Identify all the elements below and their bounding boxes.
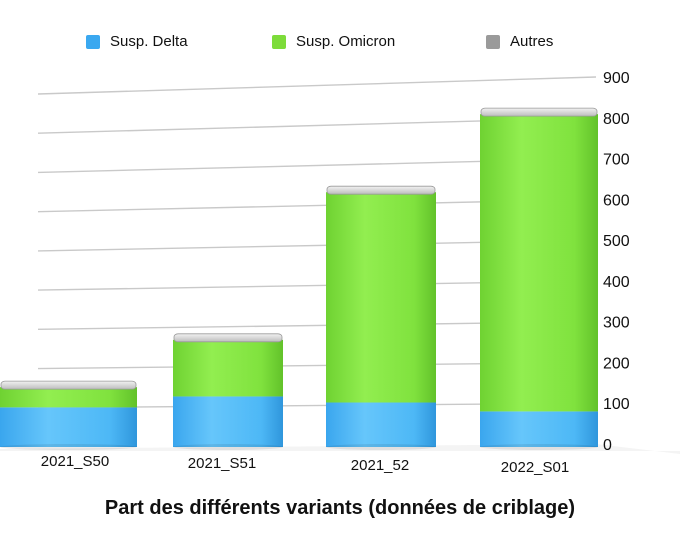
- y-tick-label: 200: [603, 355, 630, 372]
- bar-base-shadow: [173, 444, 283, 450]
- legend-item-delta: Susp. Delta: [86, 33, 188, 50]
- bar-segment-omicron: [0, 387, 137, 408]
- x-tick-label: 2021_S51: [188, 455, 256, 472]
- y-tick-label: 600: [603, 192, 630, 209]
- bar-base-shadow: [326, 444, 436, 450]
- bar-cap: [480, 107, 598, 117]
- y-tick-label: 900: [603, 70, 630, 87]
- bar-cap: [0, 380, 137, 390]
- legend-item-autres: Autres: [486, 33, 553, 50]
- bar-segment-omicron: [326, 192, 436, 403]
- x-tick-label: 2021_S50: [41, 453, 109, 470]
- x-tick-label: 2022_S01: [501, 459, 569, 476]
- bar-segment-delta: [480, 411, 598, 447]
- y-tick-label: 100: [603, 396, 630, 413]
- legend-label-autres: Autres: [510, 33, 554, 50]
- bar-segment-omicron: [173, 339, 283, 397]
- bar-base-shadow: [0, 444, 137, 450]
- bar-base-shadow: [480, 444, 598, 450]
- bar-segment-delta: [173, 396, 283, 447]
- legend-label-omicron: Susp. Omicron: [296, 33, 396, 50]
- legend-swatch-omicron: [272, 34, 286, 49]
- legend-label-delta: Susp. Delta: [110, 33, 188, 50]
- bar-segment-delta: [326, 402, 436, 447]
- gridline: [37, 76, 597, 95]
- y-tick-label: 300: [603, 315, 630, 332]
- legend-item-omicron: Susp. Omicron: [272, 33, 395, 50]
- y-tick-label: 0: [603, 437, 612, 454]
- x-tick-label: 2021_52: [351, 457, 409, 474]
- bar-segment-omicron: [480, 114, 598, 412]
- y-tick-label: 700: [603, 152, 630, 169]
- y-tick-label: 400: [603, 274, 630, 291]
- chart-plot: 0 100 200 300 400 500 600 700 800 900 2021_S50 202…: [0, 70, 680, 476]
- legend: Susp. Delta Susp. Omicron Autres: [0, 33, 680, 55]
- legend-swatch-autres: [486, 34, 500, 49]
- y-tick-label: 500: [603, 233, 630, 250]
- bar-cap: [326, 185, 436, 195]
- bar-cap: [173, 333, 283, 343]
- chart-title: Part des différents variants (données de…: [104, 497, 576, 519]
- legend-swatch-delta: [86, 34, 100, 49]
- bar-segment-delta: [0, 407, 137, 447]
- y-tick-label: 800: [603, 111, 630, 128]
